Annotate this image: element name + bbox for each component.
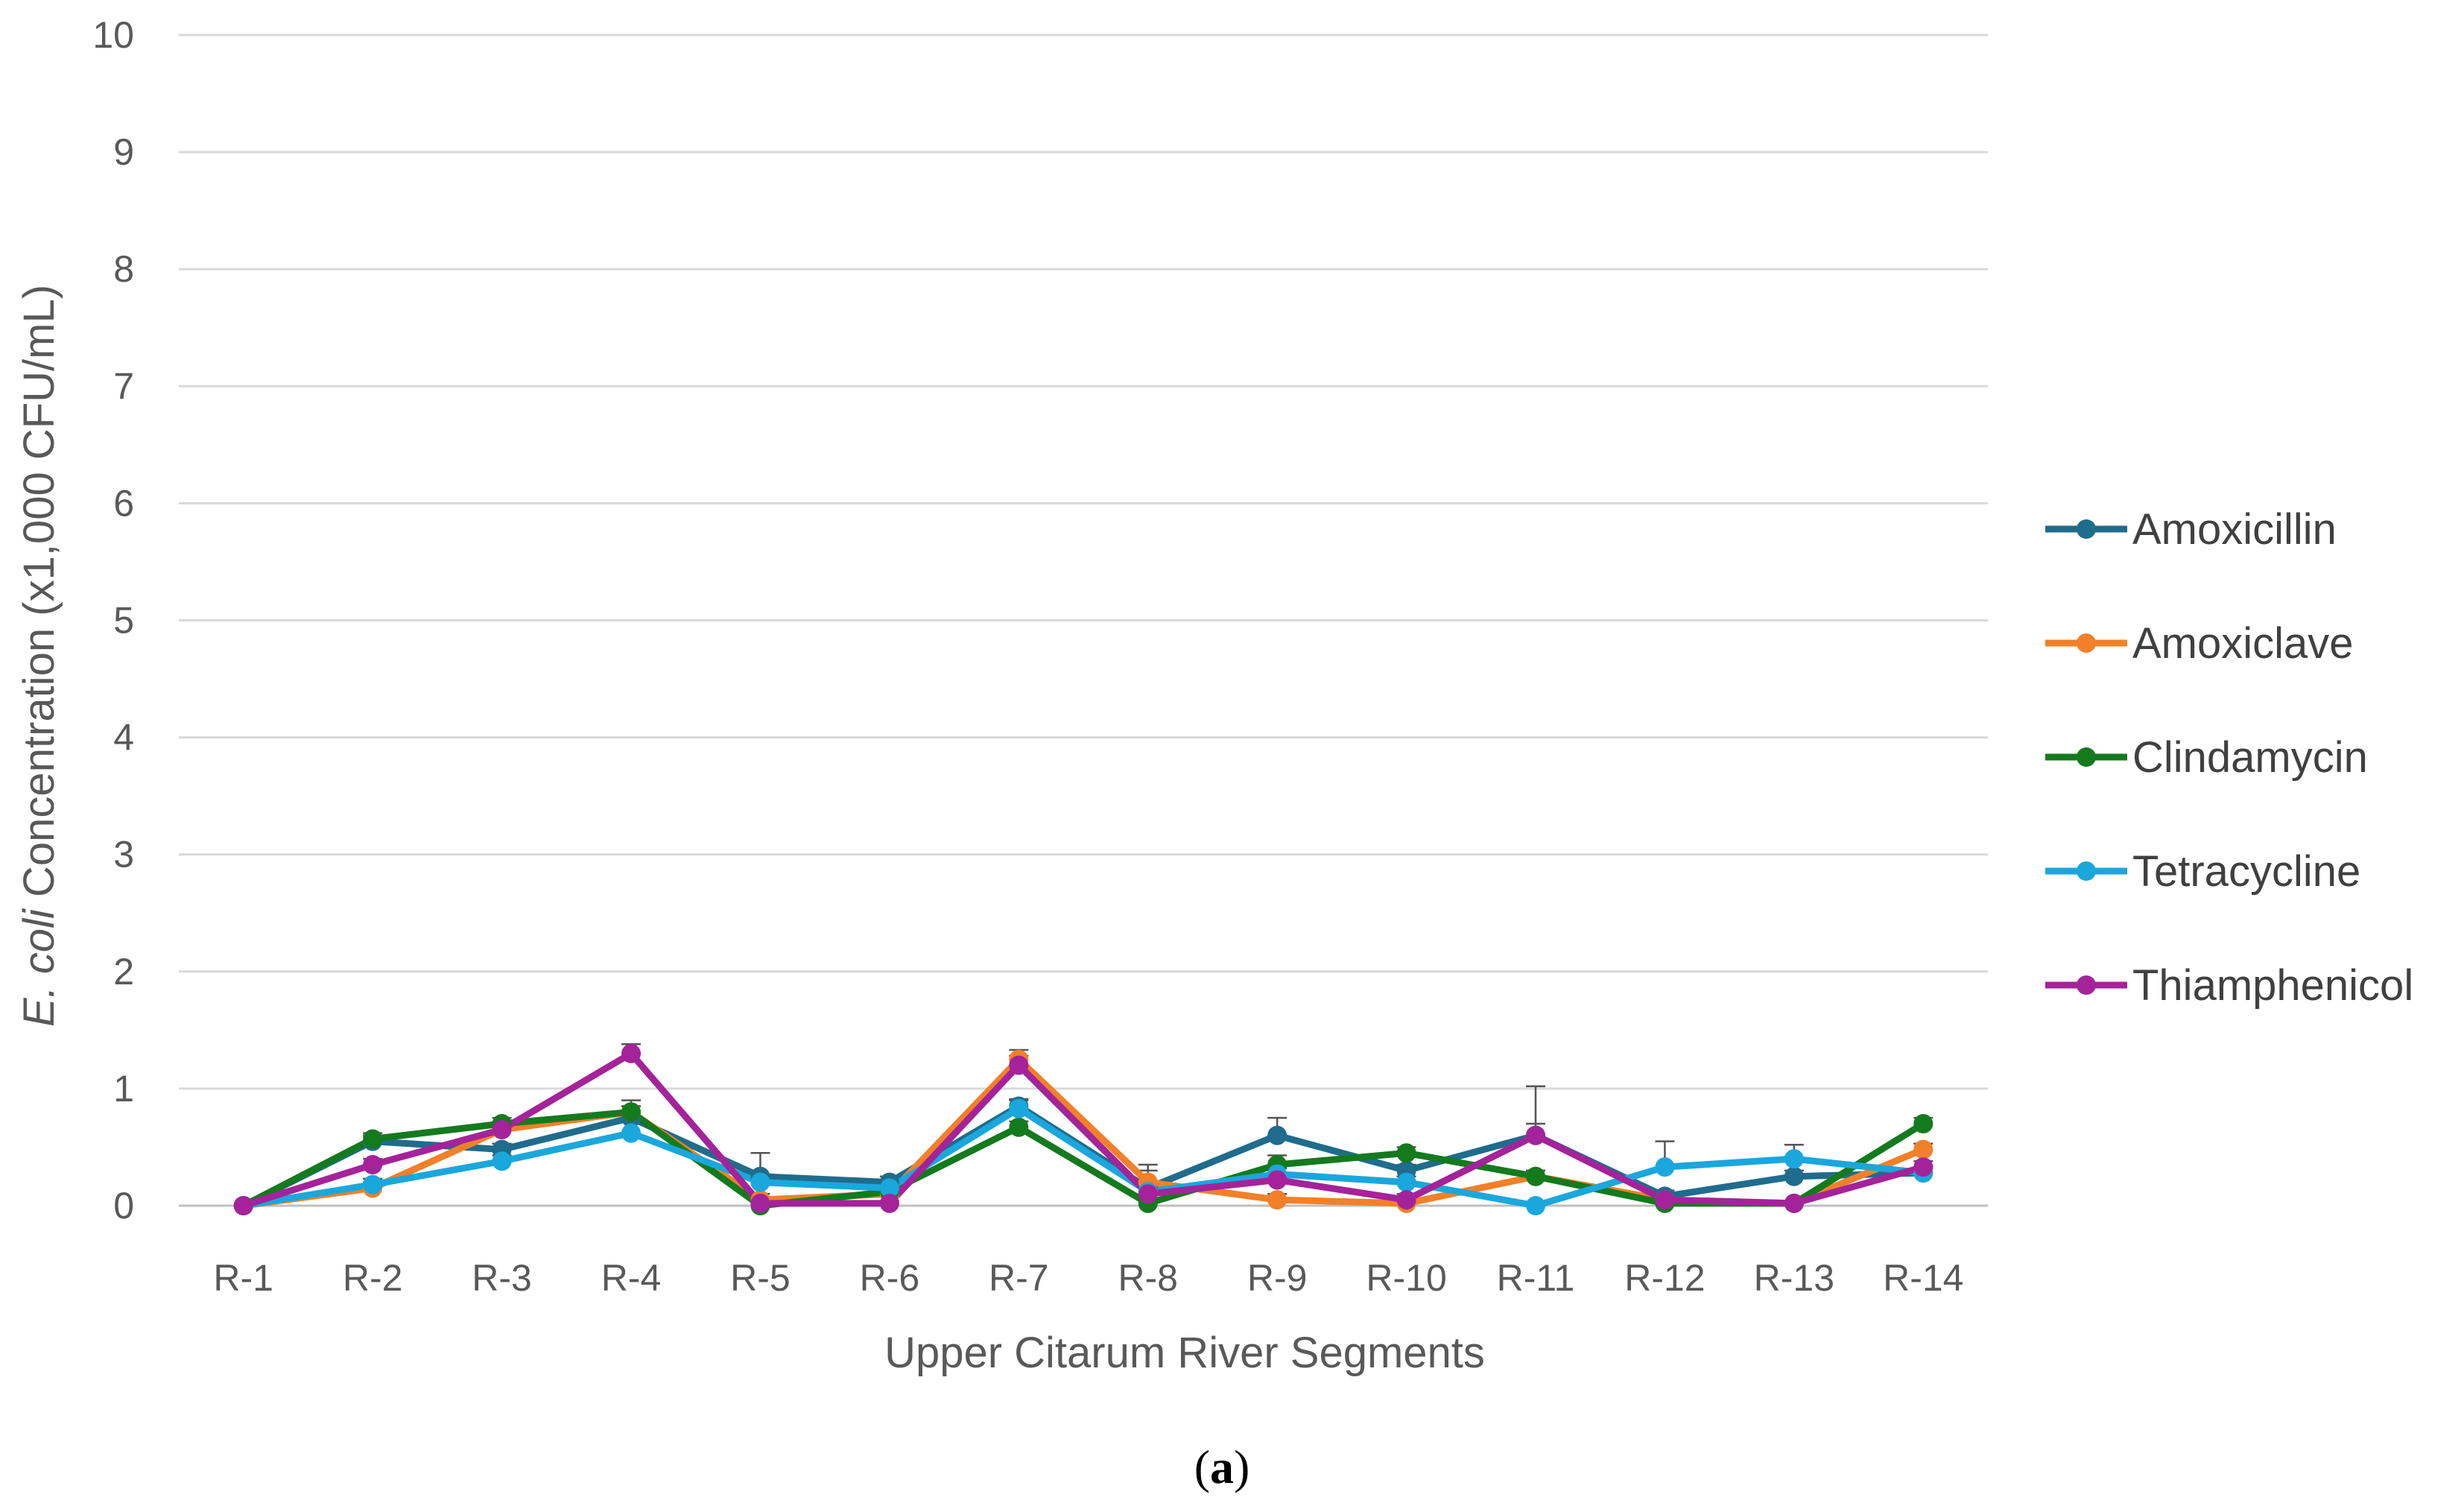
data-point-thiamphenicol [1396, 1190, 1416, 1210]
data-point-amoxicillin [1784, 1166, 1804, 1186]
y-tick-label: 1 [113, 1068, 134, 1110]
data-point-amoxicillin [1267, 1125, 1288, 1145]
y-tick-label: 5 [113, 600, 134, 642]
data-point-thiamphenicol [621, 1043, 641, 1063]
y-tick-label: 4 [113, 717, 134, 759]
y-tick-label: 7 [113, 365, 134, 407]
series-line-thiamphenicol [240, 1050, 1927, 1209]
legend-swatch-marker [2077, 633, 2096, 653]
legend-item-amoxiclave: Amoxiclave [2045, 619, 2354, 668]
data-point-clindamycin [1526, 1166, 1545, 1186]
x-tick-label: R-1 [213, 1257, 273, 1299]
legend-swatch-marker [2077, 861, 2096, 881]
series-lines [240, 1050, 1927, 1209]
legend-swatch-marker [2077, 975, 2096, 995]
y-axis-title: E. coli Concentration (x1,000 CFU/mL) [15, 285, 63, 1027]
data-point-thiamphenicol [1655, 1190, 1675, 1210]
data-point-thiamphenicol [363, 1155, 383, 1175]
data-point-thiamphenicol [1267, 1170, 1288, 1190]
x-tick-label: R-13 [1754, 1257, 1834, 1299]
x-tick-label: R-6 [860, 1257, 920, 1299]
legend-label: Thiamphenicol [2132, 961, 2413, 1010]
data-point-tetracycline [750, 1172, 770, 1192]
x-tick-label: R-2 [343, 1257, 403, 1299]
y-tick-label: 6 [113, 482, 134, 524]
x-tick-label: R-12 [1624, 1257, 1705, 1299]
x-tick-label: R-7 [989, 1257, 1049, 1299]
x-tick-label: R-5 [730, 1257, 791, 1299]
x-axis-title: Upper Citarum River Segments [884, 1329, 1485, 1377]
data-point-clindamycin [1009, 1117, 1029, 1137]
data-point-tetracycline [492, 1151, 512, 1171]
data-point-tetracycline [1396, 1172, 1416, 1192]
figure-caption: (a) [1194, 1440, 1250, 1493]
data-point-thiamphenicol [1526, 1125, 1545, 1145]
data-point-clindamycin [363, 1129, 383, 1149]
y-tick-label: 0 [113, 1185, 134, 1227]
x-tick-label: R-3 [472, 1257, 532, 1299]
data-point-thiamphenicol [492, 1119, 512, 1139]
series-points [233, 1043, 1933, 1215]
data-point-tetracycline [363, 1174, 383, 1195]
y-axis-title-rest: Concentration (x1,000 CFU/mL) [15, 285, 63, 909]
data-point-clindamycin [1396, 1143, 1416, 1163]
caption-close-paren: ) [1234, 1440, 1250, 1493]
data-point-amoxiclave [1913, 1139, 1933, 1159]
y-tick-label: 9 [113, 131, 134, 173]
y-tick-labels: 0 1 2 3 4 5 6 7 8 9 10 [92, 14, 134, 1227]
data-point-tetracycline [1009, 1098, 1029, 1118]
x-tick-label: R-9 [1247, 1257, 1308, 1299]
data-point-thiamphenicol [879, 1193, 899, 1213]
y-tick-label: 8 [113, 248, 134, 290]
series-line-tetracycline [240, 1105, 1927, 1209]
legend-swatch-marker [2077, 747, 2096, 767]
data-point-tetracycline [1784, 1149, 1804, 1169]
data-point-thiamphenicol [1138, 1184, 1158, 1204]
data-point-thiamphenicol [1784, 1193, 1804, 1213]
data-point-clindamycin [1913, 1114, 1933, 1134]
legend-label: Amoxiclave [2132, 619, 2354, 668]
data-point-thiamphenicol [233, 1196, 253, 1215]
y-tick-label: 10 [92, 14, 134, 56]
x-tick-label: R-4 [601, 1257, 662, 1299]
data-point-amoxiclave [1267, 1190, 1288, 1210]
y-axis-title-italic: E. coli [15, 908, 63, 1027]
x-tick-label: R-11 [1497, 1257, 1575, 1299]
data-point-thiamphenicol [1913, 1157, 1933, 1177]
data-point-clindamycin [621, 1102, 641, 1122]
data-point-tetracycline [1655, 1157, 1675, 1177]
data-point-tetracycline [1526, 1196, 1545, 1215]
data-point-tetracycline [879, 1178, 899, 1198]
caption-open-paren: ( [1194, 1440, 1210, 1493]
x-tick-label: R-10 [1366, 1257, 1446, 1299]
data-point-thiamphenicol [1009, 1055, 1029, 1075]
legend-item-clindamycin: Clindamycin [2045, 733, 2368, 782]
y-tick-label: 3 [113, 834, 134, 876]
legend-label: Tetracycline [2132, 847, 2360, 896]
legend-item-amoxicillin: Amoxicillin [2045, 505, 2337, 554]
x-tick-label: R-8 [1118, 1257, 1178, 1299]
legend-item-tetracycline: Tetracycline [2045, 847, 2360, 896]
data-point-tetracycline [621, 1123, 641, 1143]
caption-letter: a [1210, 1440, 1234, 1493]
legend-item-thiamphenicol: Thiamphenicol [2045, 961, 2413, 1010]
x-tick-labels: R-1 R-2 R-3 R-4 R-5 R-6 R-7 R-8 R-9 R-10 R-11 R-12 R… [213, 1257, 1963, 1299]
legend: Amoxicillin Amoxiclave Clindamycin Tetracyc… [2045, 505, 2413, 1010]
y-tick-label: 2 [113, 951, 134, 993]
legend-swatch-marker [2077, 519, 2096, 539]
legend-label: Amoxicillin [2132, 505, 2337, 554]
x-tick-label: R-14 [1883, 1257, 1963, 1299]
legend-label: Clindamycin [2132, 733, 2368, 782]
series-line-clindamycin [240, 1108, 1927, 1209]
data-point-thiamphenicol [750, 1193, 770, 1213]
gridlines [179, 34, 1988, 1207]
